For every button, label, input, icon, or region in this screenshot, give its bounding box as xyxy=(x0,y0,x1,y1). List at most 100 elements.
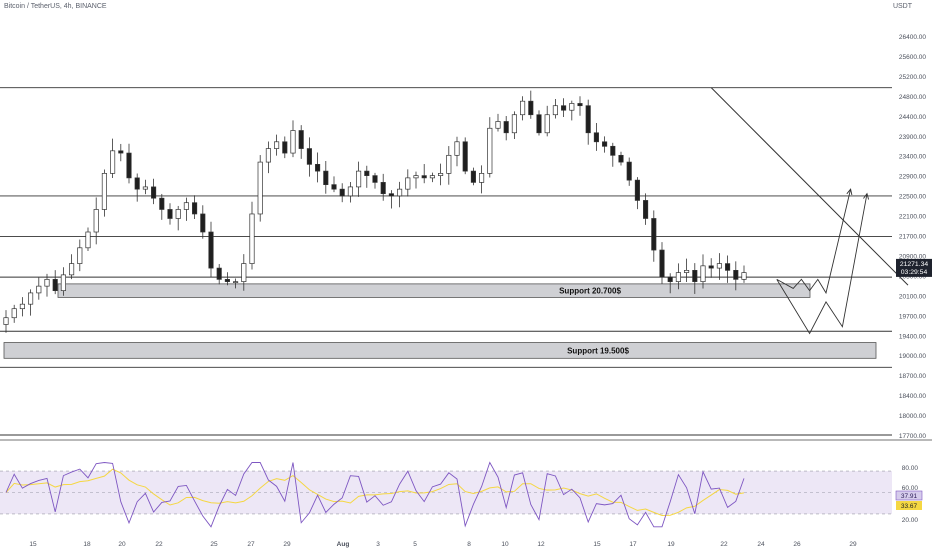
candle-body xyxy=(241,263,247,282)
candle-body xyxy=(479,173,485,183)
current-price-label: 21271.34 xyxy=(900,261,929,268)
candle-body xyxy=(224,279,230,282)
candle-body xyxy=(60,274,66,292)
rsi-tick-label: 20.00 xyxy=(902,517,919,524)
price-tick-label: 23900.00 xyxy=(899,134,926,141)
candle-body xyxy=(659,249,665,278)
candle-body xyxy=(675,272,681,282)
price-tick-label: 24800.00 xyxy=(899,94,926,101)
candle-body xyxy=(536,114,542,134)
price-tick-label: 21700.00 xyxy=(899,234,926,241)
candle-body xyxy=(3,317,9,325)
candle-body xyxy=(331,184,337,190)
candle-body xyxy=(208,231,214,269)
candle-body xyxy=(183,202,189,210)
rsi-tick-label: 60.00 xyxy=(902,485,919,492)
candle-body xyxy=(282,141,288,154)
time-tick-label: 3 xyxy=(376,541,380,548)
candle-body xyxy=(347,186,353,197)
rsi-tick-label: 80.00 xyxy=(902,465,919,472)
candle-body xyxy=(684,270,690,273)
candle-body xyxy=(315,163,321,172)
price-tick-label: 18400.00 xyxy=(899,393,926,400)
candle-body xyxy=(429,175,435,179)
price-tick-label: 22100.00 xyxy=(899,214,926,221)
candle-body xyxy=(733,270,739,280)
price-tick-label: 19400.00 xyxy=(899,333,926,340)
candle-body xyxy=(643,200,649,219)
rsi-ma-value-label: 33.67 xyxy=(901,503,918,510)
candle-body xyxy=(249,213,255,264)
time-axis[interactable]: 15 18 20 22 25 27 29 Aug 3 5 8 10 12 15 17 19 22 24 26 29 xyxy=(29,541,857,548)
candle-body xyxy=(298,130,304,149)
time-tick-label: 15 xyxy=(593,541,601,548)
candle-body xyxy=(380,182,386,195)
price-tick-label: 19000.00 xyxy=(899,353,926,360)
candle-body xyxy=(306,148,312,165)
price-tick-label: 22900.00 xyxy=(899,174,926,181)
candle-body xyxy=(356,170,362,188)
candle-body xyxy=(77,247,83,264)
price-tick-label: 22500.00 xyxy=(899,194,926,201)
candle-body xyxy=(438,173,444,176)
time-tick-label: 18 xyxy=(83,541,91,548)
time-tick-label: 19 xyxy=(667,541,675,548)
candle-body xyxy=(372,175,378,183)
price-tick-label: 23400.00 xyxy=(899,154,926,161)
candle-body xyxy=(577,103,583,107)
candle-body xyxy=(85,231,91,249)
candle-body xyxy=(503,121,509,134)
candle-body xyxy=(454,141,460,156)
candle-body xyxy=(552,105,558,116)
candle-body xyxy=(569,103,575,111)
candle-body xyxy=(142,186,148,190)
time-tick-label: 17 xyxy=(629,541,637,548)
candle-body xyxy=(200,213,206,233)
price-tick-label: 25200.00 xyxy=(899,74,926,81)
support-zone-label: Support 20.700$ xyxy=(559,287,621,296)
projection-path xyxy=(776,193,868,335)
candle-body xyxy=(405,177,411,190)
price-tick-label: 24400.00 xyxy=(899,114,926,121)
candle-body xyxy=(118,150,124,154)
candle-body xyxy=(462,141,468,172)
trendline xyxy=(710,87,909,286)
countdown-label: 03:29:54 xyxy=(901,269,928,276)
candle-body xyxy=(69,263,75,276)
candle-body xyxy=(618,154,624,163)
support-zone xyxy=(3,342,877,359)
candle-body xyxy=(585,105,591,134)
support-zone xyxy=(57,283,811,298)
candle-body xyxy=(487,127,493,174)
candles xyxy=(3,90,747,333)
candle-body xyxy=(561,105,567,111)
price-tick-label: 20100.00 xyxy=(899,293,926,300)
candle-body xyxy=(265,148,271,163)
time-tick-label: 22 xyxy=(155,541,163,548)
candle-body xyxy=(257,161,263,215)
candle-body xyxy=(725,263,731,271)
candle-body xyxy=(323,170,329,185)
rsi-value-box xyxy=(895,490,923,501)
support-zones: Support 20.700$ Support 19.500$ xyxy=(3,283,877,359)
time-tick-label: 5 xyxy=(413,541,417,548)
candle-body xyxy=(167,209,173,219)
candle-body xyxy=(544,114,550,134)
candle-body xyxy=(528,100,534,116)
price-tick-label: 17700.00 xyxy=(899,433,926,440)
candle-body xyxy=(421,175,427,179)
candle-body xyxy=(388,193,394,197)
candle-body xyxy=(511,114,517,134)
horizontal-levels xyxy=(0,87,892,436)
time-tick-label: 29 xyxy=(849,541,857,548)
candle-body xyxy=(495,121,501,129)
price-tick-label: 18700.00 xyxy=(899,373,926,380)
candle-body xyxy=(716,263,722,269)
price-axis[interactable]: 26400.00 25600.00 25200.00 24800.00 24400.00… xyxy=(899,34,926,440)
candle-body xyxy=(44,279,50,287)
time-tick-label: 20 xyxy=(118,541,126,548)
candle-body xyxy=(290,130,296,154)
time-tick-label: 12 xyxy=(537,541,545,548)
